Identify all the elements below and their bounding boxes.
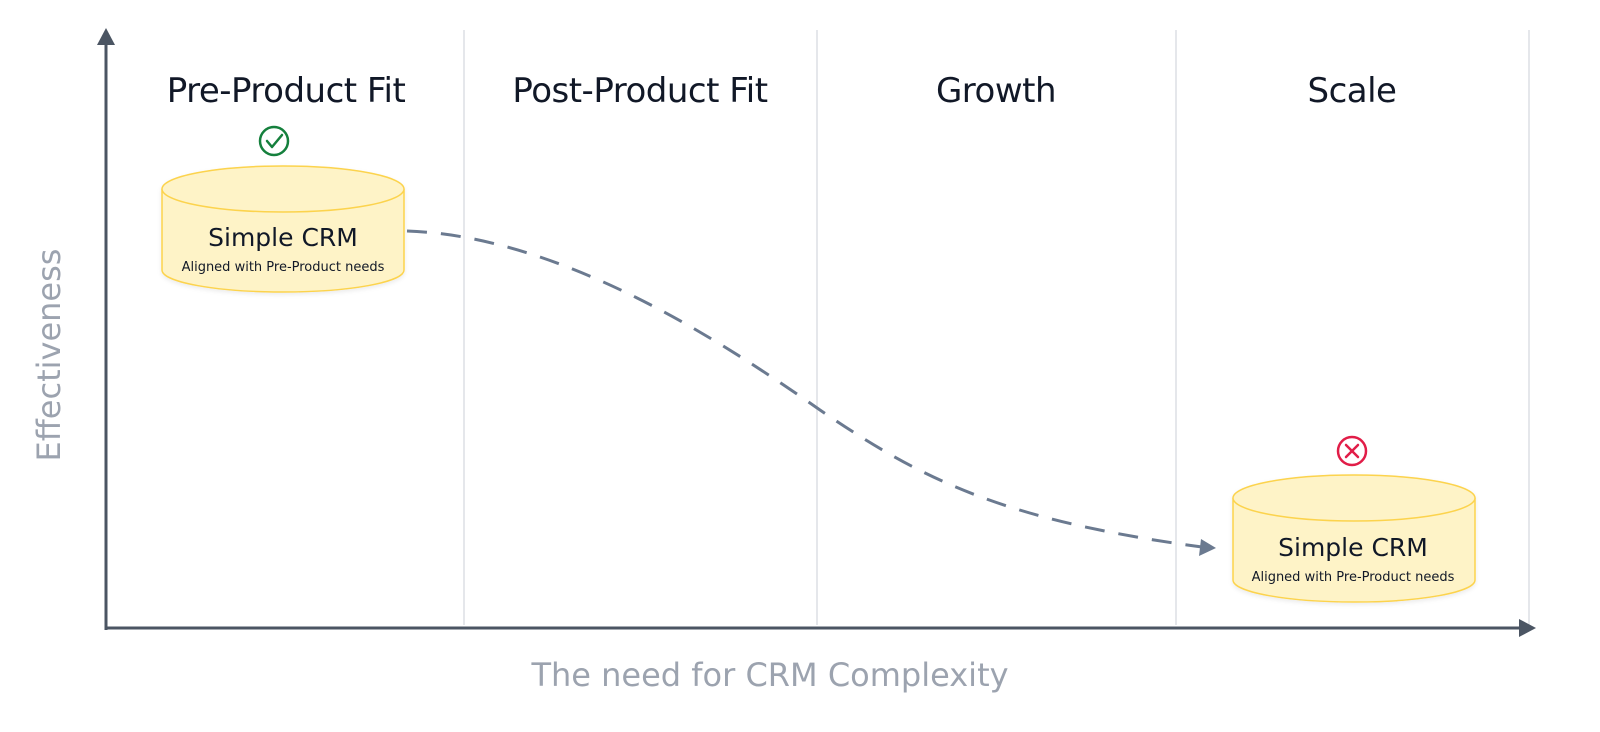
- cylinder-top: [1232, 474, 1476, 522]
- x-axis-arrowhead: [1519, 619, 1536, 637]
- stage-label-post-product-fit: Post-Product Fit: [512, 71, 767, 111]
- crm-node-start: [161, 165, 405, 293]
- stage-label-scale: Scale: [1308, 71, 1397, 111]
- decline-connector: [406, 229, 1203, 549]
- y-axis-arrowhead: [97, 28, 115, 45]
- cylinder-top: [161, 165, 405, 213]
- check-circle-icon: [258, 125, 290, 157]
- crm-node-end-title: Simple CRM: [1278, 533, 1428, 562]
- cylinder-body: [1232, 498, 1476, 603]
- crm-node-end: [1232, 474, 1476, 603]
- stage-dividers: [463, 30, 1530, 625]
- cylinder-body: [161, 189, 405, 293]
- x-axis-label: The need for CRM Complexity: [530, 656, 1008, 694]
- connector-arrowhead: [1199, 539, 1216, 556]
- crm-node-end-subtitle: Aligned with Pre-Product needs: [1252, 570, 1455, 585]
- stage-label-growth: Growth: [936, 71, 1056, 111]
- y-axis-label: Effectiveness: [30, 249, 68, 462]
- crm-node-start-subtitle: Aligned with Pre-Product needs: [182, 260, 385, 275]
- axes: [97, 28, 1536, 637]
- x-circle-icon: [1336, 435, 1368, 467]
- crm-node-start-title: Simple CRM: [208, 223, 358, 252]
- stage-label-pre-product-fit: Pre-Product Fit: [167, 71, 406, 111]
